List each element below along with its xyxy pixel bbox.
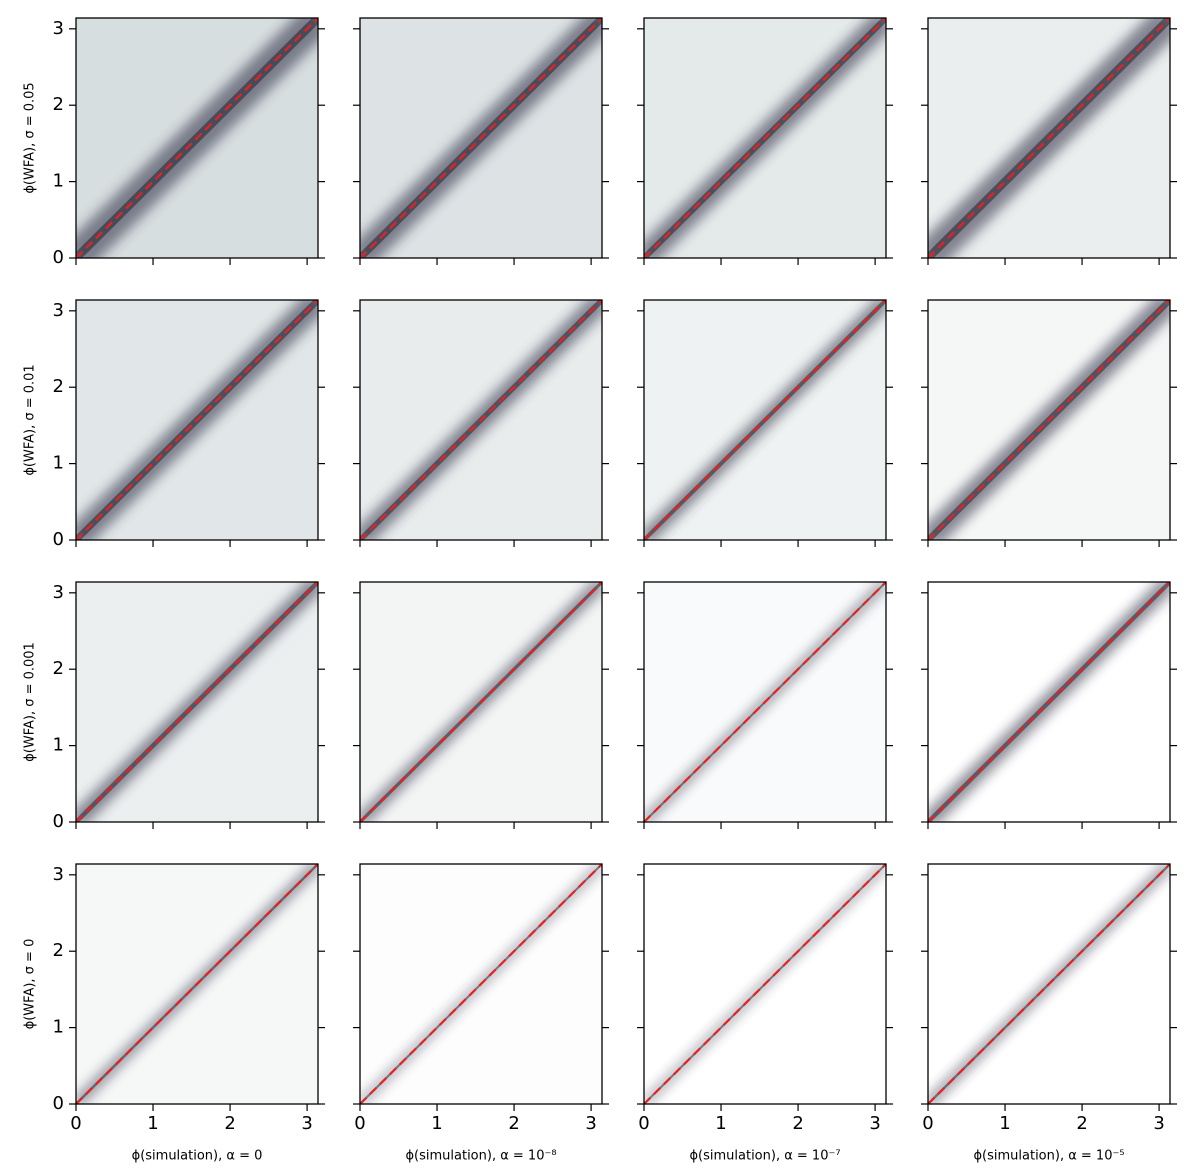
panel	[353, 581, 609, 829]
panel	[921, 581, 1177, 829]
panel-frame	[927, 863, 1171, 1105]
x-tick-label: 0	[70, 1113, 81, 1134]
panel	[921, 299, 1177, 547]
y-axis-label: ϕ(WFA), σ = 0.001	[23, 642, 38, 762]
reference-line	[644, 864, 886, 1104]
reference-line	[644, 300, 886, 540]
reference-line	[76, 18, 318, 258]
x-tick-label: 3	[869, 1113, 880, 1134]
panel-frame	[359, 581, 603, 823]
panel-frame	[359, 863, 603, 1105]
reference-line	[360, 300, 602, 540]
reference-line	[360, 582, 602, 822]
x-tick-label: 3	[585, 1113, 596, 1134]
x-tick-label: 2	[1076, 1113, 1087, 1134]
panel-frame	[927, 17, 1171, 259]
reference-line	[644, 582, 886, 822]
y-axis-label: ϕ(WFA), σ = 0	[23, 939, 38, 1030]
panel-frame	[643, 299, 887, 541]
panel: 0 1 2 3 ϕ(WFA), σ = 0.001	[23, 581, 325, 832]
y-tick-label: 2	[53, 940, 64, 961]
x-tick-label: 0	[354, 1113, 365, 1134]
panel-frame	[75, 581, 319, 823]
y-tick-label: 3	[53, 300, 64, 321]
x-tick-label: 0	[638, 1113, 649, 1134]
panel-frame	[75, 299, 319, 541]
panel	[353, 299, 609, 547]
reference-line	[644, 18, 886, 258]
y-tick-label: 3	[53, 582, 64, 603]
reference-line	[928, 582, 1170, 822]
x-axis-label: ϕ(simulation), α = 10⁻⁵	[973, 1149, 1124, 1164]
x-tick-label: 1	[147, 1113, 158, 1134]
panel: 0 1 2 3 ϕ(WFA), σ = 0.05	[23, 17, 325, 268]
panel-frame	[359, 299, 603, 541]
y-tick-label: 0	[53, 811, 64, 832]
reference-line	[76, 582, 318, 822]
y-tick-label: 2	[53, 658, 64, 679]
panel: 0 1 2 3 ϕ(simulation), α = 10⁻⁷	[637, 863, 893, 1164]
reference-line	[360, 18, 602, 258]
panel	[921, 17, 1177, 265]
panel: 0 1 2 3 ϕ(simulation), α = 10⁻⁸	[353, 863, 609, 1164]
panel-frame	[643, 581, 887, 823]
panel: 0 1 2 3 ϕ(simulation), α = 10⁻⁵	[921, 863, 1177, 1164]
panel	[637, 581, 893, 829]
panel	[353, 17, 609, 265]
reference-line	[928, 864, 1170, 1104]
panel-frame	[643, 863, 887, 1105]
y-tick-label: 2	[53, 376, 64, 397]
y-tick-label: 1	[53, 1017, 64, 1038]
panel-frame	[359, 17, 603, 259]
reference-line	[928, 18, 1170, 258]
reference-line	[76, 864, 318, 1104]
x-axis-label: ϕ(simulation), α = 10⁻⁸	[405, 1149, 556, 1164]
y-tick-label: 0	[53, 247, 64, 268]
panel	[637, 299, 893, 547]
x-tick-label: 1	[999, 1113, 1010, 1134]
reference-line	[360, 864, 602, 1104]
x-axis-label: ϕ(simulation), α = 10⁻⁷	[689, 1149, 840, 1164]
x-tick-label: 0	[922, 1113, 933, 1134]
y-tick-label: 2	[53, 94, 64, 115]
y-tick-label: 1	[53, 453, 64, 474]
y-tick-label: 1	[53, 735, 64, 756]
y-axis-label: ϕ(WFA), σ = 0.01	[23, 364, 38, 475]
panel	[637, 17, 893, 265]
reference-line	[928, 300, 1170, 540]
x-tick-label: 1	[431, 1113, 442, 1134]
y-tick-label: 3	[53, 18, 64, 39]
x-tick-label: 3	[1153, 1113, 1164, 1134]
x-tick-label: 1	[715, 1113, 726, 1134]
panel-frame	[643, 17, 887, 259]
y-tick-label: 0	[53, 1093, 64, 1114]
panel-frame	[75, 863, 319, 1105]
y-tick-label: 0	[53, 529, 64, 550]
panel-frame	[927, 581, 1171, 823]
y-axis-label: ϕ(WFA), σ = 0.05	[23, 82, 38, 193]
panel-frame	[927, 299, 1171, 541]
x-axis-label: ϕ(simulation), α = 0	[132, 1149, 263, 1164]
panel-frame	[75, 17, 319, 259]
x-tick-label: 2	[792, 1113, 803, 1134]
x-tick-label: 3	[301, 1113, 312, 1134]
panel: 0 1 2 3 0 1 2 3 ϕ(WFA), σ = 0 ϕ(simulation), α = …	[23, 863, 325, 1164]
y-tick-label: 1	[53, 171, 64, 192]
panel: 0 1 2 3 ϕ(WFA), σ = 0.01	[23, 299, 325, 550]
y-tick-label: 3	[53, 864, 64, 885]
x-tick-label: 2	[508, 1113, 519, 1134]
x-tick-label: 2	[224, 1113, 235, 1134]
reference-line	[76, 300, 318, 540]
